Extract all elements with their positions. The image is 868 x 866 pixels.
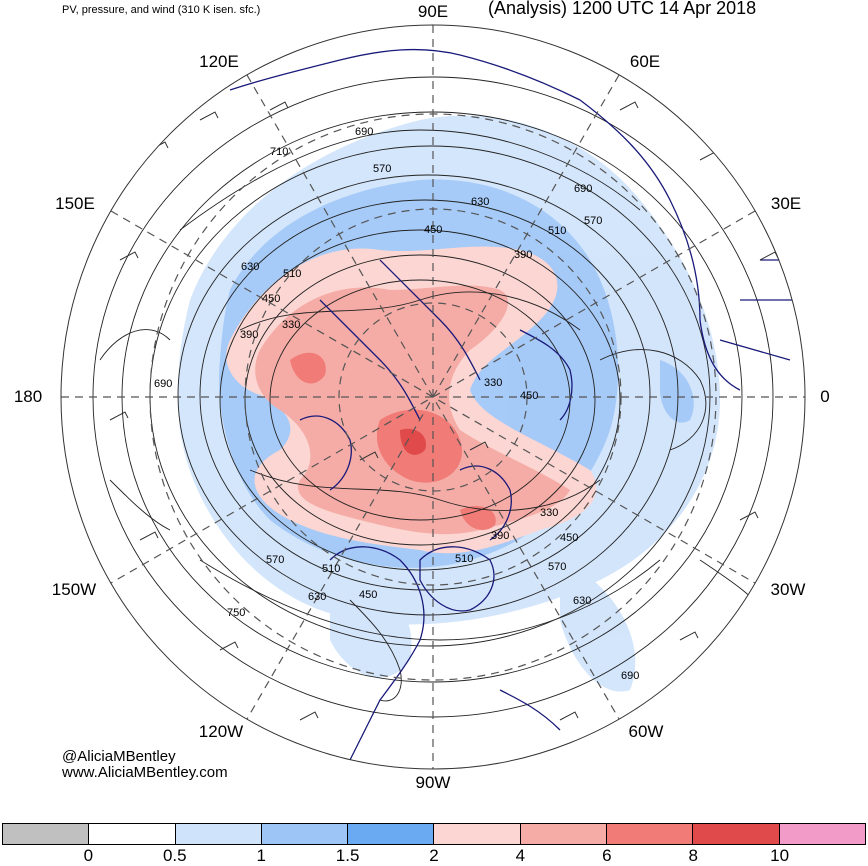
longitude-label: 90E xyxy=(417,2,449,21)
longitude-label: 30W xyxy=(770,580,806,599)
wind-barbs xyxy=(109,101,779,721)
contour-label: 450 xyxy=(520,390,538,402)
colorbar-tick-label: 0.5 xyxy=(162,846,187,865)
map-boundary xyxy=(60,24,806,770)
contour-label: 390 xyxy=(514,249,532,261)
longitude-label: 60E xyxy=(629,52,661,71)
contour-label: 750 xyxy=(227,607,245,619)
longitude-label: 120E xyxy=(199,52,239,71)
contour-label-group: 690 570 630 690 570 510 390 450 630 510 … xyxy=(154,126,639,682)
contour-label: 510 xyxy=(283,268,301,280)
contour-label: 390 xyxy=(240,329,258,341)
pv-shading-high xyxy=(226,246,597,554)
colorbar-cell xyxy=(175,824,262,844)
longitude-label: 150E xyxy=(55,194,95,213)
contour-label: 570 xyxy=(266,554,284,566)
colorbar-tick-label: 10 xyxy=(770,846,790,865)
colorbar-tick-label: 4 xyxy=(515,846,526,865)
colorbar-tick-label: 2 xyxy=(429,846,439,865)
contour-label: 450 xyxy=(560,532,578,544)
colorbar-cell xyxy=(261,824,349,844)
credit-handle: @AliciaMBentley xyxy=(62,748,176,765)
contour-label: 450 xyxy=(359,589,377,601)
colorbar-tick-label: 1 xyxy=(256,846,266,865)
colorbar-cell xyxy=(89,824,176,844)
contour-label: 570 xyxy=(373,163,391,175)
contour-label: 570 xyxy=(584,215,602,227)
contour-label: 690 xyxy=(154,378,172,390)
longitude-label: 0 xyxy=(820,387,830,406)
colorbar-cell xyxy=(3,824,90,844)
colorbar-tick-label: 1.5 xyxy=(335,846,360,865)
contour-label: 570 xyxy=(548,561,566,573)
longitude-label: 180 xyxy=(13,387,43,406)
contour-label: 450 xyxy=(424,224,442,236)
contour-label: 510 xyxy=(322,563,340,575)
contour-label: 330 xyxy=(484,377,502,389)
contour-label: 690 xyxy=(355,126,373,138)
contour-label: 510 xyxy=(455,553,473,565)
polar-stereographic-map: 690 570 630 690 570 510 390 450 630 510 … xyxy=(60,24,806,770)
colorbar-cell xyxy=(693,824,780,844)
contour-label: 510 xyxy=(548,225,566,237)
map-title: (Analysis) 1200 UTC 14 Apr 2018 xyxy=(488,0,757,18)
credit: @AliciaMBentley www.AliciaMBentley.com xyxy=(62,749,228,781)
contour-label: 630 xyxy=(471,196,489,208)
contour-label: 330 xyxy=(540,507,558,519)
colorbar-cell xyxy=(434,824,521,844)
contour-label: 630 xyxy=(573,595,591,607)
graticule xyxy=(61,25,805,769)
contour-label: 710 xyxy=(270,146,288,158)
colorbar-cell xyxy=(520,824,608,844)
colorbar-cell xyxy=(348,824,435,844)
longitude-label: 120W xyxy=(198,722,244,741)
colorbar-tick-label: 0 xyxy=(83,846,94,865)
contour-label: 690 xyxy=(621,670,639,682)
longitude-label: 30E xyxy=(770,194,802,213)
contour-label: 390 xyxy=(491,530,509,542)
longitude-label: 150W xyxy=(51,580,97,599)
credit-site: www.AliciaMBentley.com xyxy=(62,764,228,781)
colorbar-tick-label: 8 xyxy=(688,846,698,865)
coastlines xyxy=(229,48,800,761)
contour-label: 630 xyxy=(308,591,326,603)
colorbar-cell xyxy=(779,824,865,844)
pv-colorbar xyxy=(2,823,866,845)
contour-label: 630 xyxy=(241,261,259,273)
pressure-contours xyxy=(92,76,774,718)
contour-label: 450 xyxy=(262,293,280,305)
longitude-label: 90W xyxy=(415,773,451,792)
map-subtitle: PV, pressure, and wind (310 K isen. sfc.… xyxy=(62,4,261,16)
contour-label: 690 xyxy=(574,183,592,195)
longitude-label: 60W xyxy=(628,722,664,741)
colorbar-tick-label: 6 xyxy=(602,846,612,865)
contour-label: 330 xyxy=(282,319,300,331)
colorbar-cell xyxy=(607,824,694,844)
